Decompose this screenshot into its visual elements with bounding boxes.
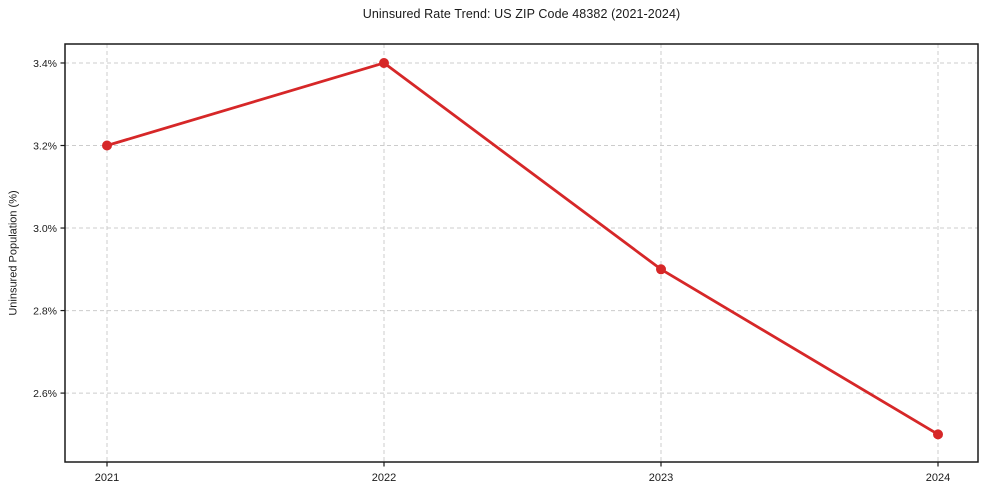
data-point-marker — [933, 429, 943, 440]
x-tick-label: 2023 — [649, 472, 673, 484]
x-tick-label: 2021 — [95, 472, 119, 484]
y-tick-label: 2.6% — [33, 388, 57, 400]
y-tick-label: 3.0% — [33, 223, 57, 235]
y-tick-label: 2.8% — [33, 305, 57, 317]
chart-title: Uninsured Rate Trend: US ZIP Code 48382 … — [362, 7, 681, 21]
trend-line — [105, 61, 940, 436]
plot-border — [64, 43, 979, 463]
x-tick-label: 2024 — [926, 472, 950, 484]
data-point-marker — [379, 57, 389, 68]
data-point-marker — [656, 264, 666, 275]
y-tick-label: 3.2% — [33, 140, 57, 152]
y-tick-label: 3.4% — [33, 58, 57, 70]
data-point-marker — [102, 140, 112, 151]
x-tick-label: 2022 — [372, 472, 396, 484]
